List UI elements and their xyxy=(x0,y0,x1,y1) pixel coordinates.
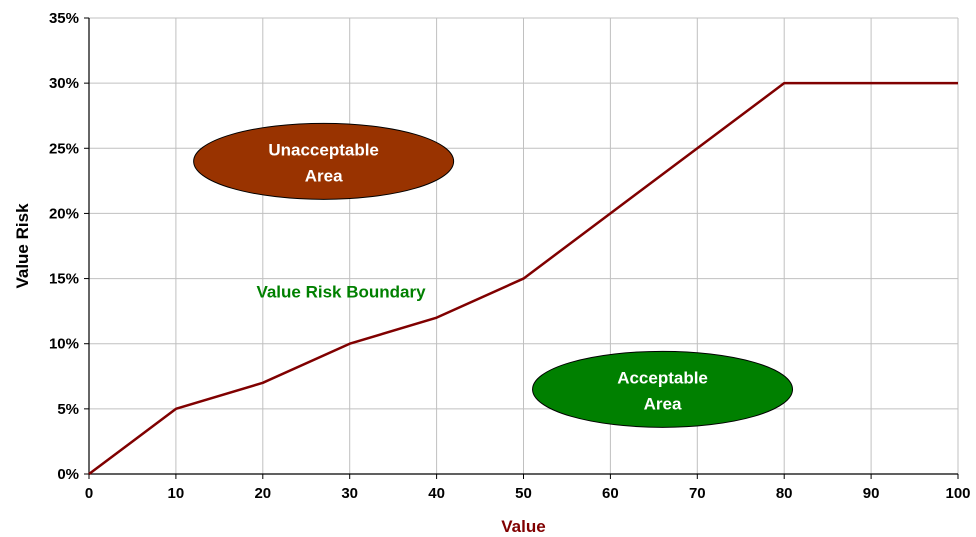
y-tick-label: 15% xyxy=(49,271,79,288)
annotation-label: Value Risk Boundary xyxy=(256,283,426,302)
annotation-0: Unacceptable Area xyxy=(193,122,455,200)
annotation-label: Area xyxy=(305,166,343,185)
x-tick-label: 0 xyxy=(85,485,93,502)
x-tick-label: 70 xyxy=(689,485,706,502)
series-layer xyxy=(88,81,958,476)
annotation-label: Area xyxy=(644,394,682,413)
y-tick-label: 5% xyxy=(57,401,79,418)
y-tick-label: 10% xyxy=(49,336,79,353)
annotation-ellipse xyxy=(532,350,794,428)
annotation-label: Unacceptable xyxy=(268,140,379,159)
annotation-2: Acceptable Area xyxy=(532,350,794,428)
x-tick-label: 90 xyxy=(863,485,880,502)
x-tick-label: 80 xyxy=(776,485,793,502)
annotation-ellipse xyxy=(193,122,455,200)
y-tick-label: 20% xyxy=(49,205,79,222)
x-tick-label: 100 xyxy=(945,485,970,502)
annotation-1: Value Risk Boundary xyxy=(256,283,426,302)
y-tick-label: 25% xyxy=(49,140,79,157)
annotations: Unacceptable Area Value Risk Boundary Accep… xyxy=(193,122,794,428)
x-tick-label: 40 xyxy=(428,485,445,502)
tick-labels: 0 10 20 30 40 50 60 70 80 90 100 0% 5% 10% 15% 20% 25% 30… xyxy=(49,10,971,502)
annotation-label: Acceptable xyxy=(617,368,708,387)
y-tick-label: 35% xyxy=(49,10,79,27)
y-tick-label: 0% xyxy=(57,466,79,483)
x-tick-label: 20 xyxy=(254,485,271,502)
x-tick-label: 50 xyxy=(515,485,532,502)
y-tick-label: 30% xyxy=(49,75,79,92)
grid-lines xyxy=(89,17,959,474)
x-tick-label: 60 xyxy=(602,485,619,502)
value-risk-boundary-line xyxy=(88,81,958,476)
y-axis-title: Value Risk xyxy=(13,203,32,289)
x-tick-label: 10 xyxy=(168,485,185,502)
axes xyxy=(84,17,959,479)
x-tick-label: 30 xyxy=(341,485,358,502)
x-axis-title: Value xyxy=(501,517,545,536)
